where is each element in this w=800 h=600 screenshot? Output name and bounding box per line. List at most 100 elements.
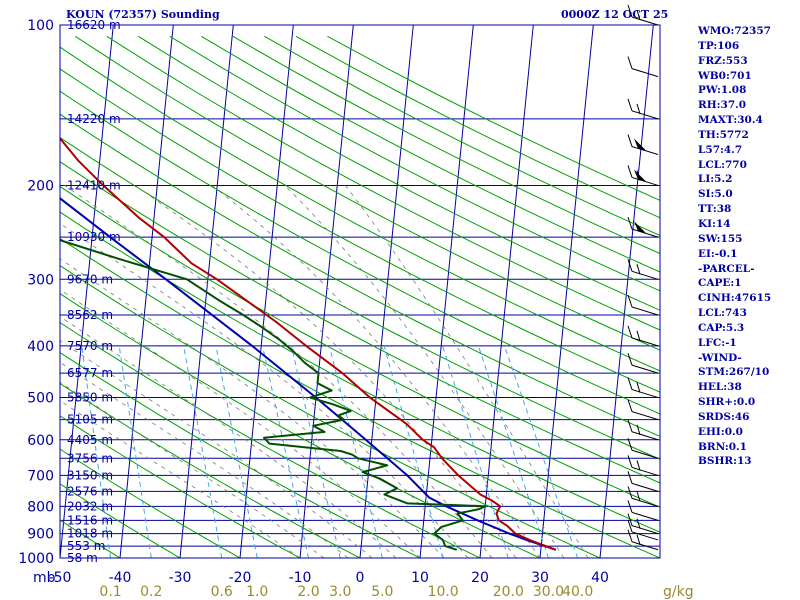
pressure-tick-label: 600 [27, 433, 54, 449]
parcel-trace [60, 197, 557, 551]
wind-barb [627, 513, 659, 535]
mixing-ratio-tick-label: 5.0 [371, 584, 393, 600]
stat-item: SHR+:0.0 [698, 396, 756, 409]
height-label: 553 m [67, 539, 105, 553]
dry-adiabat-line [60, 321, 482, 558]
mixing-ratio-tick-label: 2.0 [297, 584, 319, 600]
moist-adiabat-line [345, 185, 589, 558]
mixing-ratio-line [215, 345, 258, 558]
mixing-ratio-tick-label: 1.0 [246, 584, 268, 600]
temp-tick-label: 0 [356, 570, 365, 586]
dry-adiabat-line [60, 293, 542, 558]
pressure-tick-label: 100 [27, 18, 54, 34]
temp-tick-label: -30 [169, 570, 192, 586]
stat-item: WMO:72357 [698, 25, 771, 37]
wind-barb [627, 325, 659, 347]
wind-barb [627, 377, 659, 399]
height-label: 3756 m [67, 451, 113, 465]
stat-item: SI:5.0 [698, 188, 733, 201]
stat-item: WB0:701 [698, 69, 752, 82]
dry-adiabat-line [60, 448, 241, 558]
temp-tick-label: 10 [411, 570, 429, 586]
dry-adiabat-line [60, 519, 121, 558]
stat-item: TP:106 [698, 39, 740, 52]
stat-item: SW:155 [698, 232, 743, 245]
height-label: 16620 m [67, 18, 121, 32]
moist-adiabat-line [60, 316, 397, 558]
mixing-ratio-tick-label: 10.0 [428, 584, 459, 600]
dry-adiabat-line [169, 35, 660, 292]
mixing-ratio-line [442, 345, 509, 558]
height-label: 7570 m [67, 339, 113, 353]
moist-adiabat-line [60, 361, 349, 558]
mixing-ratio-tick-label: 30.0 [533, 584, 564, 600]
dry-adiabat-line [60, 211, 660, 533]
wind-barb [627, 56, 659, 78]
stat-item: -WIND- [698, 351, 742, 364]
stat-item: BRN:0.1 [698, 440, 747, 453]
mixing-ratio-line [477, 345, 549, 558]
stat-item: TT:38 [698, 203, 732, 216]
dry-adiabat-line [60, 382, 361, 558]
stat-item: KI:14 [698, 217, 731, 230]
stat-item: LCL:770 [698, 158, 747, 171]
dry-adiabat-line [60, 161, 660, 484]
dry-adiabat-line [60, 185, 660, 508]
isotherm-line [359, 25, 414, 558]
height-label: 8562 m [67, 308, 113, 322]
wind-barb [627, 259, 659, 280]
stat-item: CAPE:1 [698, 277, 742, 290]
moist-adiabat-line [64, 185, 493, 558]
dewpoint-trace [60, 239, 487, 551]
stat-item: STM:267/10 [698, 366, 770, 379]
stat-item: -PARCEL- [698, 262, 755, 275]
mixing-ratio-tick-label: 3.0 [329, 584, 351, 600]
stat-item: EI:-0.1 [698, 247, 738, 260]
height-label: 1018 m [67, 527, 113, 541]
stat-item: LFC:-1 [698, 336, 737, 349]
height-label: 3150 m [67, 468, 113, 482]
height-label: 58 m [67, 551, 98, 565]
stat-item: CINH:47615 [698, 292, 772, 305]
wind-barb [627, 471, 659, 492]
height-label: 4405 m [67, 433, 113, 447]
wind-barb [627, 353, 659, 374]
moist-adiabat-line [60, 258, 445, 558]
mixing-ratio-line [290, 345, 341, 558]
mixing-ratio-line [262, 345, 309, 558]
temp-tick-label: -40 [109, 570, 132, 586]
wind-barb [627, 4, 659, 26]
height-label: 5850 m [67, 391, 113, 405]
isotherm-line [479, 25, 534, 558]
pressure-tick-label: 900 [27, 527, 54, 543]
pressure-tick-label: 200 [27, 178, 54, 194]
dry-adiabat-line [60, 264, 602, 558]
station-title: KOUN (72357) Sounding [66, 8, 220, 21]
mixing-ratio-line [504, 345, 579, 558]
stat-item: PW:1.08 [698, 84, 747, 97]
stat-item: LI:5.2 [698, 173, 733, 186]
wind-barb [627, 294, 659, 316]
wind-barb [627, 165, 659, 186]
isotherm-line [60, 25, 114, 558]
sounding-traces [60, 136, 557, 551]
dry-adiabat-line [60, 351, 422, 558]
dry-adiabat-line [75, 35, 660, 351]
moist-adiabat-line [284, 185, 565, 558]
mixing-ratio-tick-label: 20.0 [493, 584, 524, 600]
stat-item: TH:5772 [698, 128, 749, 141]
dry-adiabat-line [60, 68, 660, 393]
temp-tick-label: -10 [289, 570, 312, 586]
pressure-tick-label: 800 [27, 499, 54, 515]
height-label: 5105 m [67, 413, 113, 427]
temp-tick-label: -20 [229, 570, 252, 586]
dry-adiabat-line [60, 113, 660, 437]
isotherm-line [239, 25, 294, 558]
stats-panel: WMO:72357 TP:106 FRZ:553 WB0:701 PW:1.08 RH:3… [698, 24, 798, 469]
wind-barb [627, 438, 659, 459]
plot-frame [59, 24, 661, 559]
height-label: 10930 m [67, 230, 121, 244]
dry-adiabat-line [232, 35, 660, 255]
height-label: 12410 m [67, 178, 121, 192]
stat-item: EHI:0.0 [698, 425, 743, 438]
